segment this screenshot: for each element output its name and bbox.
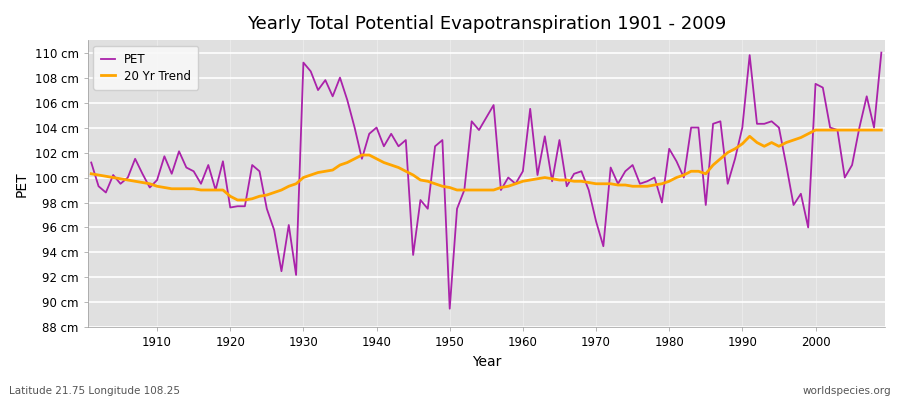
PET [613, 181, 624, 186]
X-axis label: Year: Year [472, 355, 501, 369]
20 Yr Trend [144, 181, 155, 186]
20 Yr Trend [525, 178, 535, 182]
PET [876, 50, 886, 55]
PET [518, 169, 528, 174]
PET [525, 106, 535, 111]
20 Yr Trend [86, 171, 96, 176]
20 Yr Trend [356, 153, 367, 158]
Title: Yearly Total Potential Evapotranspiration 1901 - 2009: Yearly Total Potential Evapotranspiratio… [247, 15, 726, 33]
PET [144, 185, 155, 190]
Text: Latitude 21.75 Longitude 108.25: Latitude 21.75 Longitude 108.25 [9, 386, 180, 396]
Line: PET: PET [91, 53, 881, 309]
PET [86, 160, 96, 165]
20 Yr Trend [232, 198, 243, 202]
20 Yr Trend [810, 128, 821, 132]
Legend: PET, 20 Yr Trend: PET, 20 Yr Trend [94, 46, 198, 90]
Text: worldspecies.org: worldspecies.org [803, 386, 891, 396]
PET [349, 125, 360, 130]
20 Yr Trend [876, 128, 886, 132]
PET [305, 69, 316, 74]
Y-axis label: PET: PET [15, 171, 29, 196]
20 Yr Trend [518, 179, 528, 184]
20 Yr Trend [312, 170, 323, 175]
PET [445, 306, 455, 311]
20 Yr Trend [613, 183, 624, 188]
Line: 20 Yr Trend: 20 Yr Trend [91, 130, 881, 200]
